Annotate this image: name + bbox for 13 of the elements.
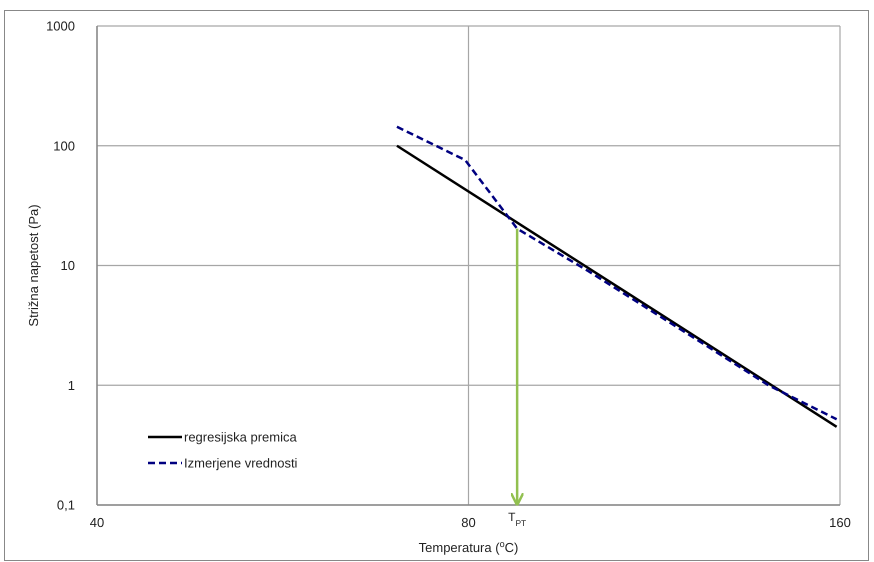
- y-tick-label: 100: [53, 138, 75, 154]
- legend-label: Izmerjene vrednosti: [184, 456, 298, 471]
- y-tick-label: 1000: [46, 18, 75, 34]
- y-tick-label: 1: [68, 378, 75, 393]
- x-tick-label: 80: [461, 515, 476, 530]
- y-axis-title: Strižna napetost (Pa): [26, 204, 41, 327]
- legend-label: regresijska premica: [184, 430, 298, 445]
- y-tick-label: 0,1: [56, 498, 75, 513]
- x-tick-label: 40: [90, 515, 104, 530]
- ref-line-label: T$_{PT}$: [508, 510, 526, 528]
- y-tick-label: 10: [60, 258, 75, 274]
- x-axis-title: Temperatura ($^{o}$C): [418, 539, 518, 555]
- x-tick-label: 160: [829, 515, 851, 530]
